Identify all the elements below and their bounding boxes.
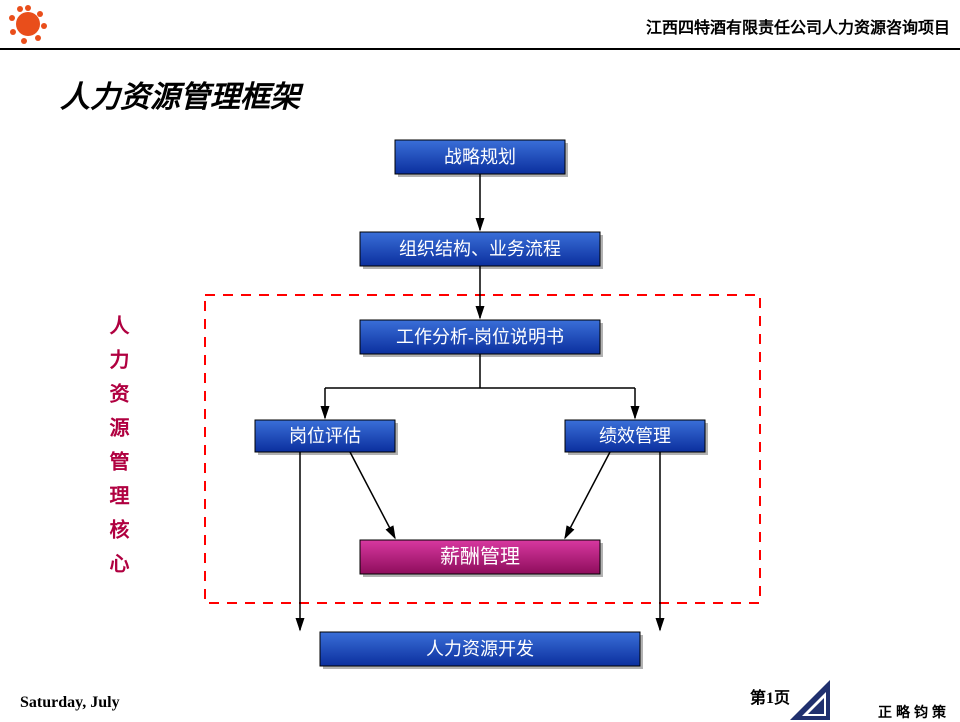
svg-text:组织结构、业务流程: 组织结构、业务流程 bbox=[399, 239, 561, 259]
svg-text:人力资源开发: 人力资源开发 bbox=[426, 639, 534, 659]
flowchart: 战略规划组织结构、业务流程工作分析-岗位说明书岗位评估 绩效管理薪酬管理人力资源开… bbox=[0, 0, 960, 720]
svg-text:战略规划: 战略规划 bbox=[444, 147, 516, 167]
footer-logo-cn: 正略钧策 bbox=[878, 702, 950, 722]
svg-text:岗位评估: 岗位评估 bbox=[289, 426, 361, 446]
svg-text:工作分析-岗位说明书: 工作分析-岗位说明书 bbox=[396, 327, 564, 347]
footer-date: Saturday, July bbox=[20, 694, 120, 712]
svg-text:绩效管理: 绩效管理 bbox=[599, 426, 671, 446]
svg-text:薪酬管理: 薪酬管理 bbox=[440, 545, 520, 568]
footer-logo-mark bbox=[790, 680, 830, 720]
footer-page: 第1页 bbox=[750, 684, 790, 708]
